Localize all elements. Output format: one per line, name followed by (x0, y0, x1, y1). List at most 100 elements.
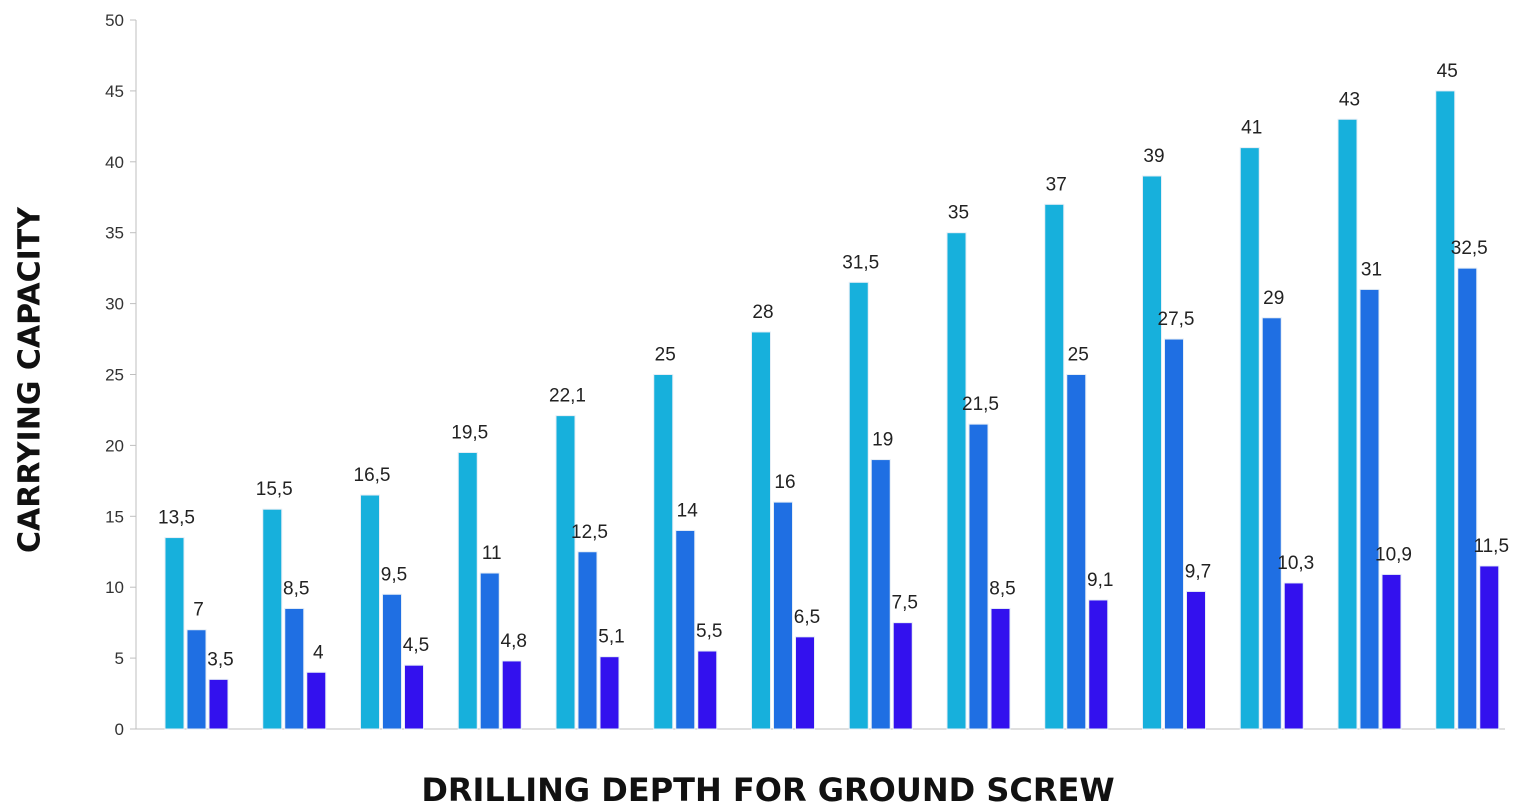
bar (870, 459, 891, 730)
bar (262, 508, 283, 730)
data-label: 13,5 (158, 508, 195, 529)
bar (1186, 590, 1206, 730)
bar (479, 572, 500, 730)
data-label: 15,5 (256, 479, 293, 500)
data-label: 25 (1068, 345, 1089, 366)
data-label: 32,5 (1451, 238, 1488, 259)
bar (1283, 582, 1304, 730)
bar (697, 650, 718, 730)
bar (457, 451, 478, 730)
data-label: 19,5 (451, 422, 488, 443)
bar (186, 629, 207, 730)
data-label: 27,5 (1158, 309, 1195, 330)
bar (208, 678, 229, 730)
y-tick-label: 30 (105, 295, 124, 314)
data-label-group: 13,515,516,519,522,1252831,5353739414345… (158, 61, 1509, 670)
data-label: 45 (1437, 61, 1458, 82)
data-label: 16 (774, 472, 795, 493)
bar (1142, 175, 1162, 730)
data-label: 9,7 (1185, 561, 1211, 582)
data-label: 28 (752, 302, 773, 323)
y-tick-label: 20 (105, 436, 124, 455)
y-tick-label: 15 (105, 507, 124, 526)
data-label: 31,5 (842, 252, 879, 273)
bar (773, 501, 793, 730)
data-label: 35 (948, 203, 969, 224)
data-label: 7,5 (892, 593, 918, 614)
bar (1381, 573, 1402, 730)
y-tick-label: 35 (105, 224, 124, 243)
data-label: 11,5 (1473, 536, 1509, 557)
bar (284, 607, 305, 730)
data-label: 25 (655, 345, 676, 366)
bar (1479, 565, 1500, 730)
data-label: 16,5 (354, 465, 391, 486)
bar (501, 660, 522, 730)
bar (795, 636, 815, 730)
bar (1044, 203, 1065, 730)
bar (675, 529, 696, 730)
bar (1457, 267, 1478, 730)
bar (577, 551, 598, 730)
y-axis-title: CARRYING CAPACITY (12, 207, 48, 553)
bar (1066, 374, 1087, 730)
data-label: 7 (193, 600, 204, 621)
data-label: 8,5 (989, 578, 1015, 599)
bar (892, 622, 913, 730)
y-tick-label: 40 (105, 153, 124, 172)
data-label: 10,3 (1277, 553, 1314, 574)
data-label: 4,5 (403, 635, 429, 656)
data-label: 11 (482, 543, 502, 564)
bar (306, 671, 327, 730)
data-label: 5,1 (598, 627, 624, 648)
y-tick-label: 10 (105, 578, 124, 597)
data-label: 31 (1361, 259, 1382, 280)
y-tick-label: 25 (105, 366, 124, 385)
data-label: 21,5 (962, 394, 999, 415)
y-tick-label: 0 (115, 720, 124, 739)
bar (1261, 317, 1282, 730)
x-axis-title: DRILLING DEPTH FOR GROUND SCREW (421, 771, 1115, 809)
data-label: 9,5 (381, 564, 407, 585)
bar (990, 607, 1011, 730)
bar (1337, 118, 1358, 730)
data-label: 19 (872, 430, 893, 451)
bar (968, 423, 989, 730)
bar (1088, 599, 1109, 730)
bar (382, 593, 402, 730)
data-label: 4 (313, 642, 324, 663)
bar (360, 494, 380, 730)
bar (751, 331, 771, 730)
data-label: 4,8 (501, 631, 527, 652)
bar (164, 537, 185, 730)
bar (946, 232, 967, 730)
data-label: 22,1 (549, 386, 586, 407)
y-tick-label: 45 (105, 82, 124, 101)
data-label: 3,5 (207, 649, 233, 670)
data-label: 9,1 (1087, 570, 1113, 591)
data-label: 10,9 (1375, 544, 1412, 565)
bar (653, 374, 674, 730)
bar (1359, 288, 1380, 730)
data-label: 29 (1263, 288, 1284, 309)
bar (1435, 90, 1456, 730)
bar-series-group (164, 90, 1500, 730)
data-label: 8,5 (283, 578, 309, 599)
bar (404, 664, 424, 730)
bar (555, 415, 576, 730)
data-label: 37 (1046, 174, 1067, 195)
y-tick-label: 5 (115, 649, 124, 668)
data-label: 39 (1143, 146, 1164, 167)
bar (848, 281, 869, 730)
data-label: 14 (677, 500, 699, 521)
bar (599, 656, 620, 730)
bar (1239, 147, 1260, 730)
data-label: 6,5 (794, 607, 820, 628)
bar (1164, 338, 1184, 730)
y-tick-label: 50 (105, 11, 124, 30)
data-label: 5,5 (696, 621, 722, 642)
data-label: 41 (1241, 118, 1262, 139)
data-label: 12,5 (571, 522, 608, 543)
data-label: 43 (1339, 89, 1360, 110)
